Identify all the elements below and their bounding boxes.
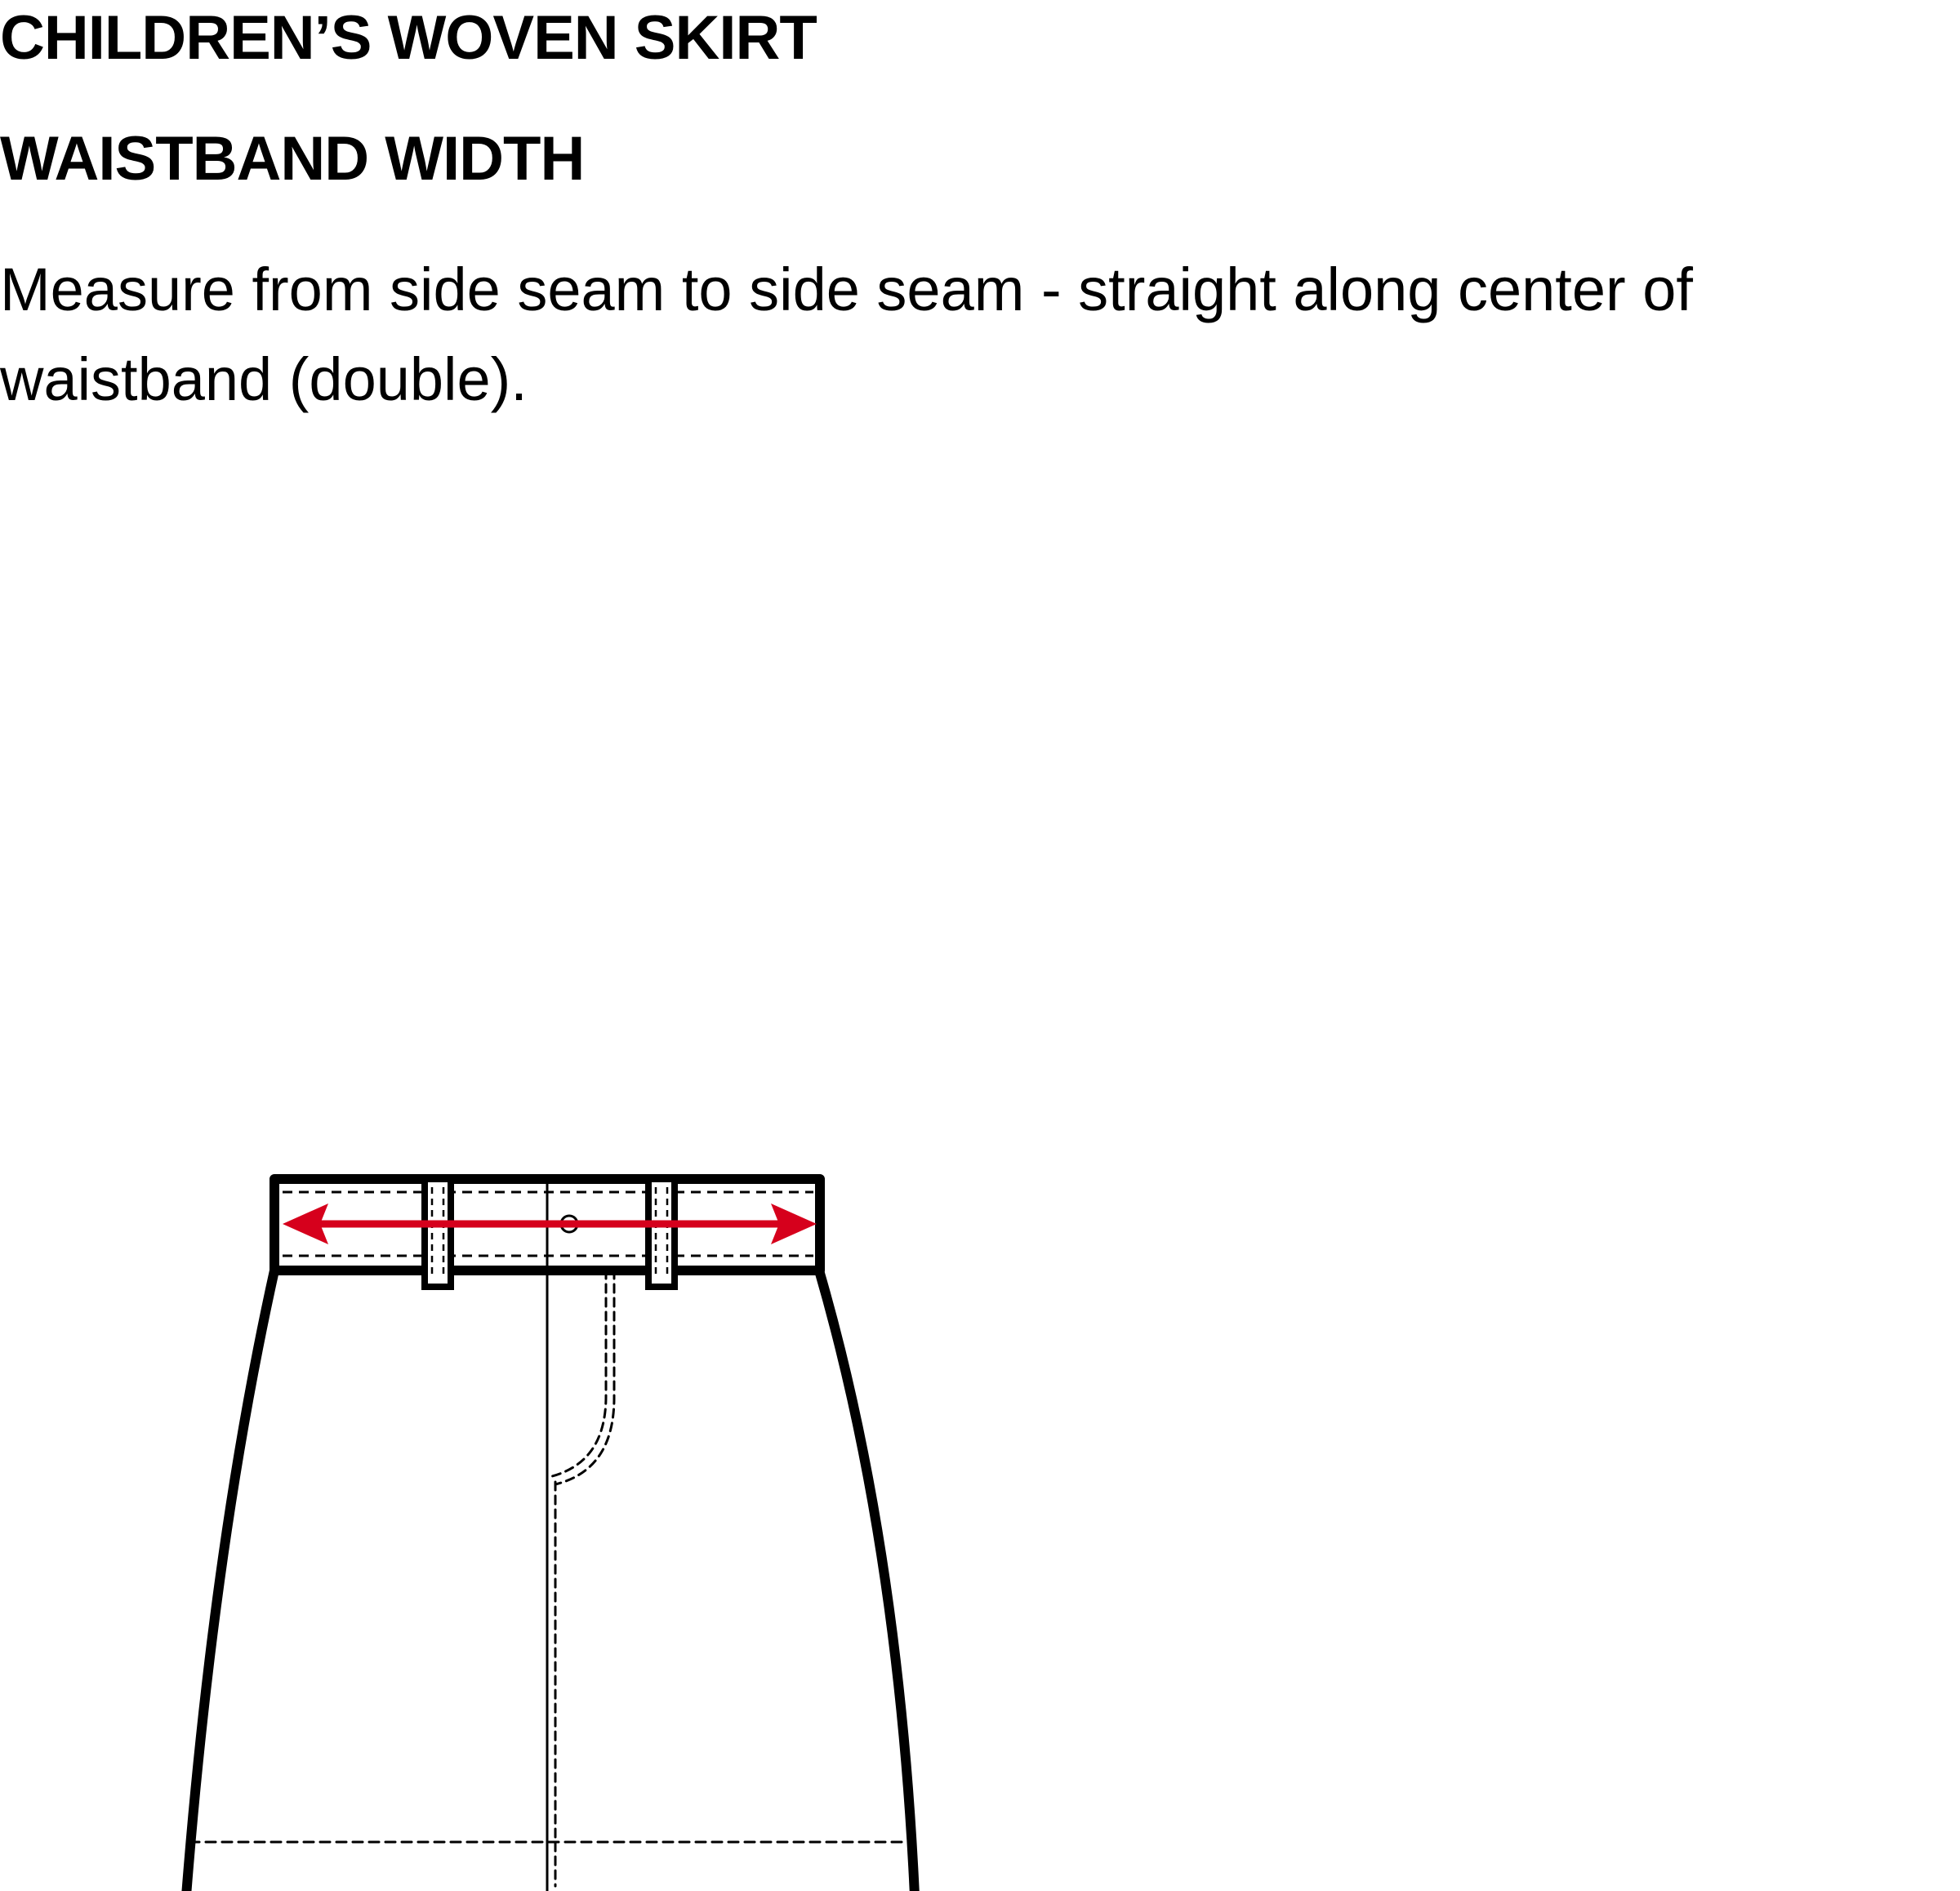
fly-stitch-inner bbox=[554, 1269, 616, 1486]
measurement-arrow bbox=[283, 1204, 817, 1244]
fly-stitch bbox=[550, 1269, 608, 1478]
belt-loop-left bbox=[421, 1176, 454, 1290]
measurement-instructions: Measure from side seam to side seam - st… bbox=[0, 256, 1693, 413]
measurement-name: WAISTBAND WIDTH bbox=[0, 124, 585, 194]
page-title: CHILDREN’S WOVEN SKIRT bbox=[0, 3, 817, 73]
arrowhead-right bbox=[771, 1204, 817, 1244]
arrowhead-left bbox=[283, 1204, 328, 1244]
skirt-body bbox=[181, 1266, 920, 1891]
skirt-outline bbox=[181, 1266, 920, 1891]
belt-loop-right bbox=[645, 1176, 678, 1290]
